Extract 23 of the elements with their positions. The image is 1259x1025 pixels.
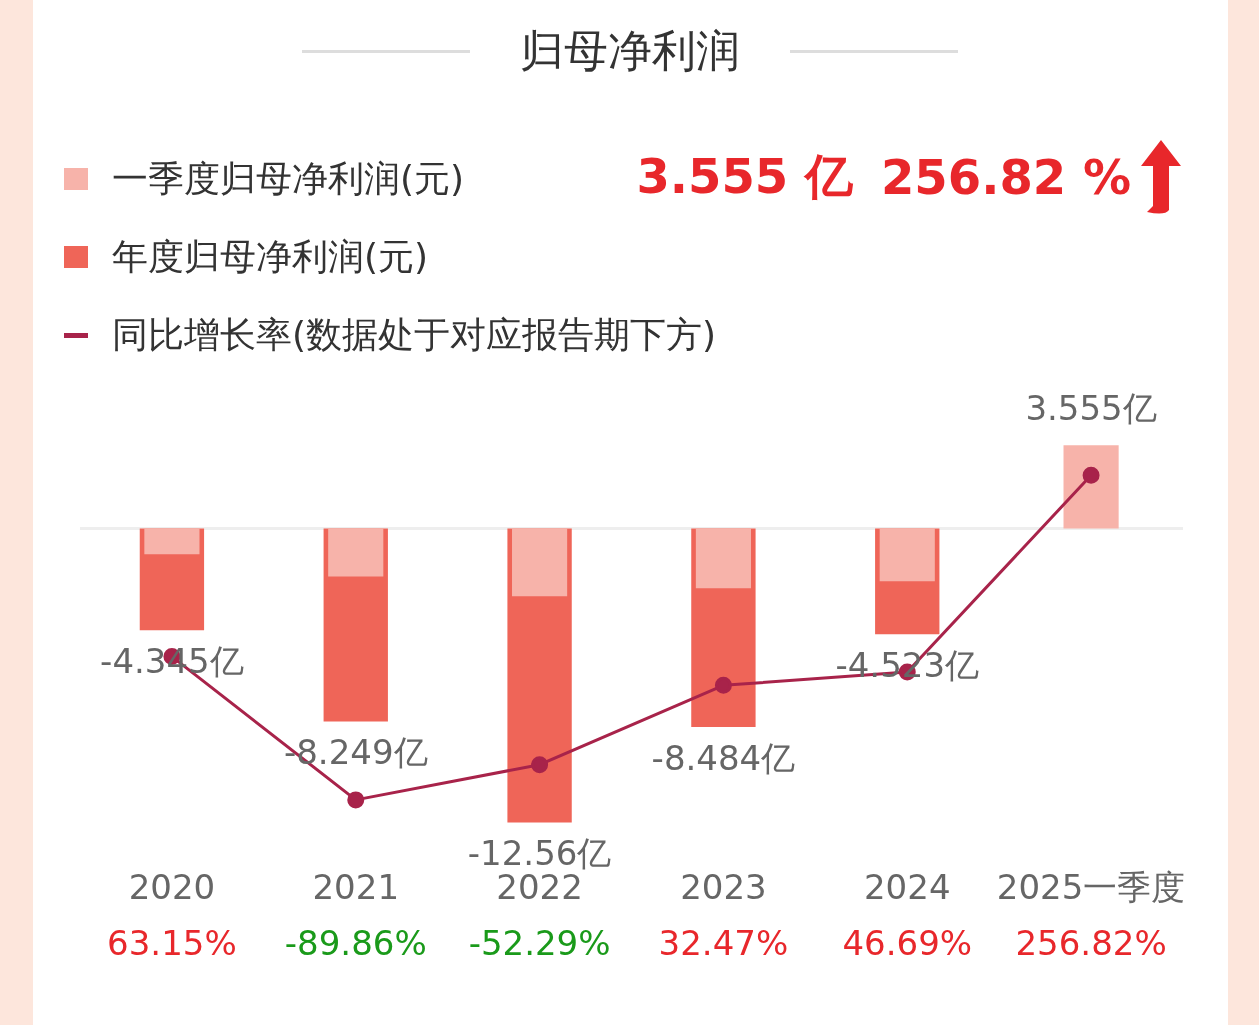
text: 256.82 % bbox=[880, 149, 1131, 205]
data-label: -8.484亿 bbox=[651, 737, 796, 778]
data-label: 3.555亿 bbox=[1025, 388, 1157, 429]
x-tick-label: 2023 bbox=[680, 867, 767, 908]
text: 3.555 亿 bbox=[636, 147, 853, 206]
data-label: 63.15% bbox=[107, 923, 237, 964]
data-label: 32.47% bbox=[658, 923, 789, 964]
x-tick-label: 2021 bbox=[312, 867, 400, 908]
data-label: 46.69% bbox=[842, 923, 973, 964]
point bbox=[531, 756, 549, 774]
point bbox=[347, 791, 365, 809]
x-tick-label: 2020 bbox=[128, 867, 216, 908]
chart-title: 归母净利润 bbox=[519, 24, 740, 78]
legend-label: 同比增长率(数据处于对应报告期下方) bbox=[112, 312, 717, 357]
legend-label: 一季度归母净利润(元) bbox=[112, 156, 465, 201]
x-tick-label: 2024 bbox=[863, 867, 951, 908]
data-label: -89.86% bbox=[284, 923, 427, 964]
data-label: 256.82% bbox=[1015, 923, 1167, 964]
point bbox=[1082, 466, 1100, 484]
point bbox=[714, 676, 732, 694]
legend-label: 年度归母净利润(元) bbox=[112, 234, 429, 279]
data-label: -52.29% bbox=[468, 923, 611, 964]
x-tick-label: 2025一季度 bbox=[996, 867, 1186, 908]
